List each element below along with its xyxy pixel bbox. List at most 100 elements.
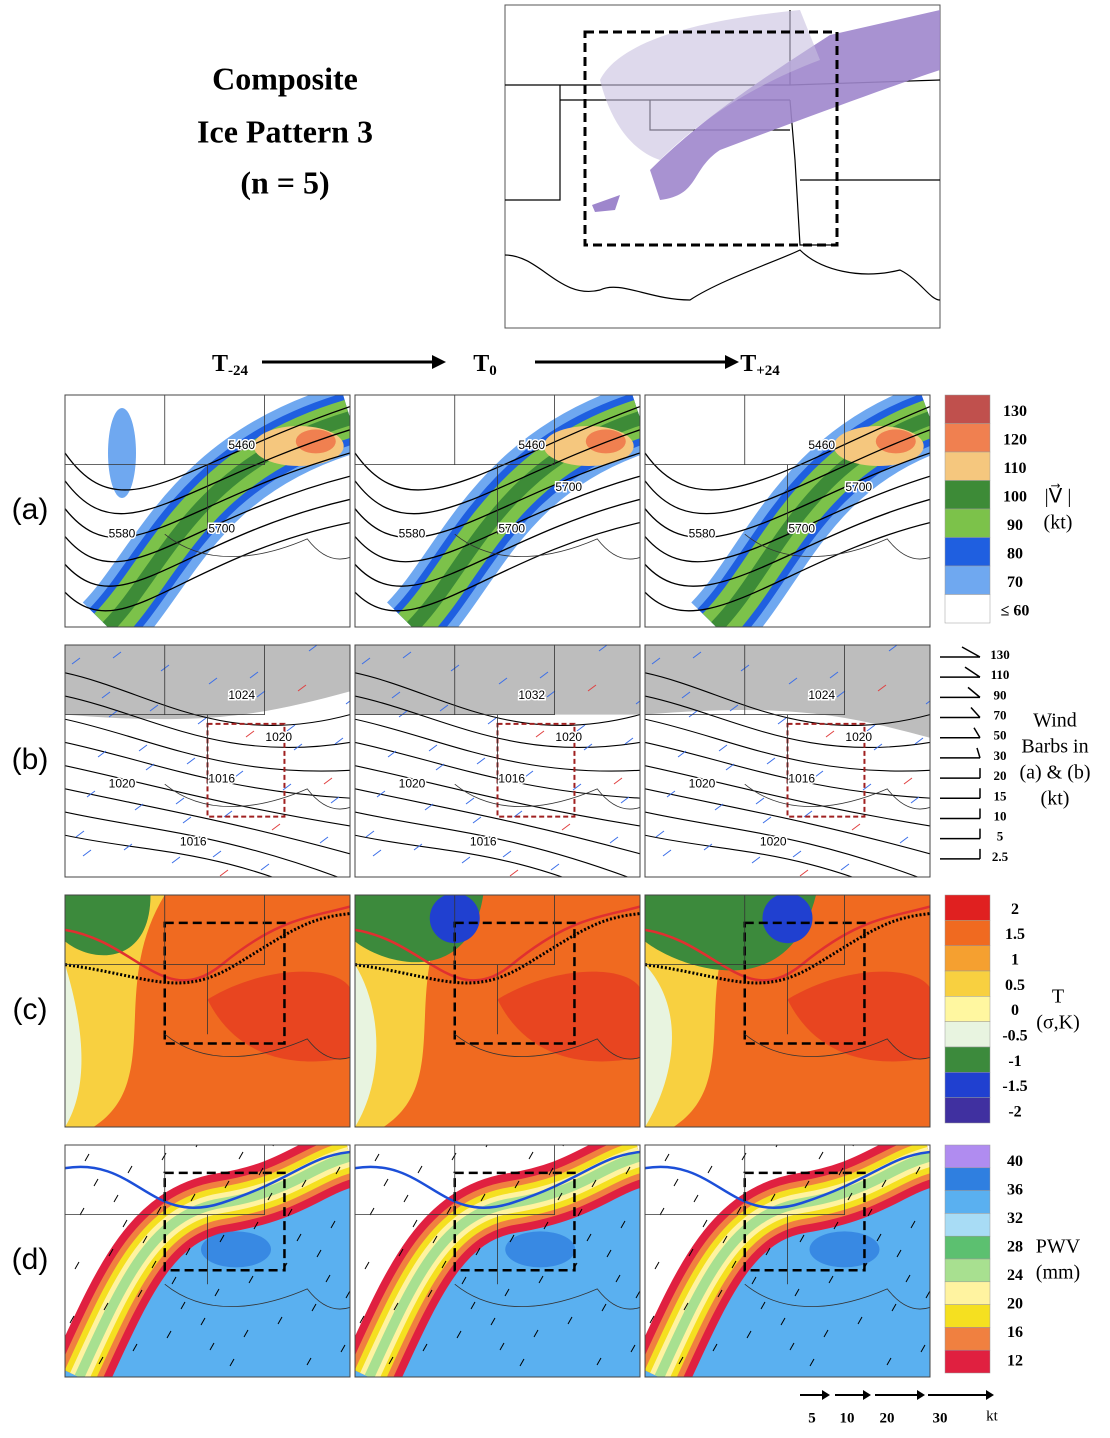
colorbar-swatch bbox=[944, 1046, 991, 1073]
panel-frame bbox=[354, 894, 641, 1128]
wind-barb bbox=[134, 803, 144, 811]
map-panel bbox=[355, 1145, 640, 1377]
vector bbox=[591, 1179, 597, 1188]
wind-barb bbox=[873, 743, 883, 751]
barb-label: 5 bbox=[997, 829, 1004, 844]
legend-title: Barbs in bbox=[1021, 736, 1088, 758]
vector bbox=[190, 1193, 196, 1202]
contour-label: 5700 bbox=[208, 522, 235, 536]
wind-barb bbox=[435, 763, 445, 771]
title-line: (n = 5) bbox=[240, 164, 329, 200]
wind-barb bbox=[308, 645, 318, 652]
vector bbox=[751, 1276, 757, 1285]
wind-barb bbox=[662, 849, 672, 857]
cold-top bbox=[65, 895, 151, 956]
vector bbox=[659, 1207, 665, 1216]
barb-sample bbox=[940, 848, 981, 860]
vector bbox=[480, 1193, 486, 1202]
wind-barb bbox=[71, 657, 81, 665]
vector bbox=[867, 1208, 873, 1217]
vector bbox=[74, 1261, 80, 1270]
vector bbox=[731, 1260, 737, 1269]
colorbar-label: 1.5 bbox=[1005, 926, 1025, 943]
vector bbox=[557, 1192, 563, 1201]
focus-box bbox=[743, 1171, 866, 1272]
vector bbox=[886, 1357, 892, 1366]
height-contour bbox=[355, 521, 640, 612]
wind-barb bbox=[398, 710, 408, 718]
wind-barb bbox=[365, 830, 375, 838]
wind-barb bbox=[498, 677, 508, 685]
wind-barb bbox=[777, 717, 787, 725]
isobar bbox=[645, 741, 930, 799]
wind-barb bbox=[502, 850, 512, 858]
colorbar-label: -1 bbox=[1008, 1053, 1021, 1070]
colorbar-swatch bbox=[944, 945, 991, 972]
vector bbox=[702, 1219, 708, 1228]
legend-title: PWV bbox=[1036, 1236, 1081, 1258]
legend-title: T bbox=[1052, 986, 1064, 1008]
vector bbox=[707, 1165, 713, 1174]
wind-barb bbox=[219, 869, 229, 877]
height-contour bbox=[65, 405, 350, 491]
barb-sample bbox=[940, 788, 981, 800]
height-contour bbox=[65, 521, 350, 612]
colorbar-label: 16 bbox=[1007, 1324, 1023, 1341]
vector bbox=[253, 1221, 259, 1230]
vector-head bbox=[986, 1390, 994, 1400]
legend-title: (kt) bbox=[1041, 788, 1070, 810]
colorbar-swatch bbox=[944, 1167, 991, 1191]
wind-barb bbox=[293, 743, 303, 751]
wind-barb bbox=[583, 743, 593, 751]
vector bbox=[79, 1207, 85, 1216]
wind-barb bbox=[330, 796, 340, 804]
vector bbox=[369, 1207, 375, 1216]
wind-barb bbox=[866, 724, 876, 732]
wind-barb bbox=[234, 770, 244, 778]
barb-sample bbox=[940, 707, 981, 719]
wind-barb bbox=[651, 657, 661, 665]
vector bbox=[645, 1145, 646, 1146]
wind-barb bbox=[112, 651, 122, 659]
vector bbox=[620, 1220, 626, 1229]
wind-barb bbox=[145, 763, 155, 771]
vector bbox=[456, 1330, 462, 1339]
vector bbox=[881, 1179, 887, 1188]
contour-label: 1032 bbox=[518, 688, 545, 702]
colorbar-swatch bbox=[944, 423, 991, 453]
contour-label: 1020 bbox=[555, 730, 582, 744]
barb-sample bbox=[940, 666, 981, 678]
wind-barb bbox=[546, 690, 556, 698]
colorbar-swatch bbox=[944, 1021, 991, 1048]
wind-barb bbox=[862, 783, 872, 791]
isobar bbox=[65, 788, 350, 855]
row-label: (d) bbox=[12, 1243, 49, 1276]
vector bbox=[200, 1317, 206, 1326]
legend-title: |V⃗ | bbox=[1045, 483, 1072, 508]
vector bbox=[137, 1289, 143, 1298]
vector bbox=[673, 1178, 679, 1187]
vector bbox=[876, 1233, 882, 1242]
panel-frame bbox=[354, 1144, 641, 1378]
colorbar-swatch bbox=[944, 1144, 991, 1169]
vector bbox=[306, 1357, 312, 1366]
panel-frame bbox=[644, 644, 931, 878]
barb-label: 70 bbox=[994, 708, 1007, 723]
contour-label: 1016 bbox=[208, 772, 235, 786]
vector bbox=[664, 1153, 670, 1162]
map-panel bbox=[645, 1145, 930, 1377]
height-contour bbox=[65, 429, 350, 515]
colorbar-swatch bbox=[944, 1213, 991, 1237]
vector bbox=[142, 1235, 148, 1244]
barb-label: 20 bbox=[994, 768, 1007, 783]
vector bbox=[683, 1302, 689, 1311]
borders bbox=[355, 645, 640, 810]
vector bbox=[171, 1276, 177, 1285]
wind-barb bbox=[171, 856, 181, 864]
cold-air bbox=[65, 645, 350, 720]
dry-area bbox=[355, 1145, 640, 1354]
vector bbox=[258, 1167, 264, 1176]
wind-barb bbox=[402, 651, 412, 659]
panel-frame bbox=[64, 644, 351, 878]
borders bbox=[645, 895, 930, 1060]
